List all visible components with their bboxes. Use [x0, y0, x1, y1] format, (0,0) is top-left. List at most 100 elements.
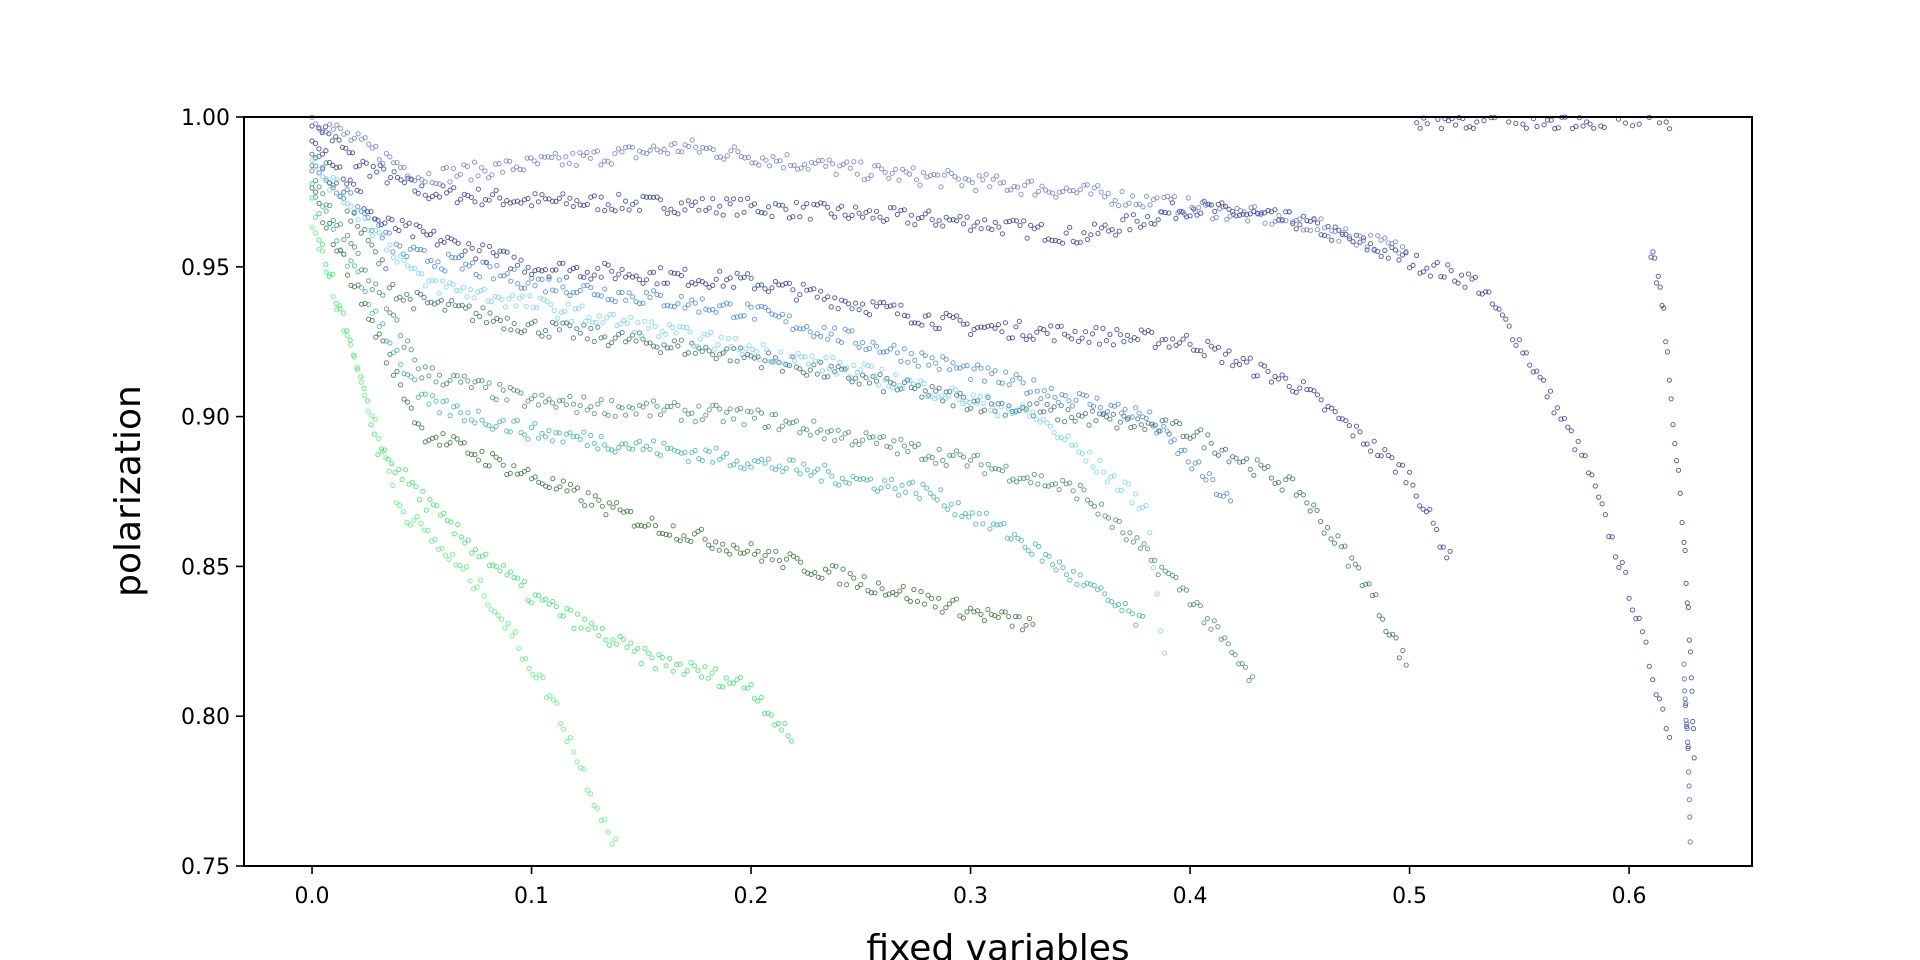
data-point — [381, 166, 387, 172]
data-point — [853, 340, 859, 346]
data-point — [769, 557, 775, 563]
data-point — [835, 427, 841, 433]
data-point — [1682, 703, 1689, 709]
data-point — [606, 642, 613, 648]
x-axis-ticks: 0.0 0.1 0.2 0.3 0.4 0.5 0.6 — [295, 866, 1647, 909]
data-point — [364, 398, 371, 404]
data-point — [356, 163, 362, 169]
series-points — [309, 195, 795, 744]
data-point — [1210, 477, 1216, 483]
data-point — [853, 475, 860, 482]
data-point — [1185, 195, 1191, 201]
data-point — [654, 403, 660, 409]
data-point — [947, 217, 953, 223]
data-point — [444, 381, 450, 387]
data-point — [458, 440, 464, 446]
data-point — [915, 215, 921, 221]
data-point — [1683, 717, 1689, 723]
data-point — [936, 385, 942, 391]
data-point — [454, 200, 460, 206]
data-point — [464, 294, 470, 300]
data-point — [404, 291, 410, 297]
data-point — [529, 275, 535, 281]
data-point — [765, 424, 772, 430]
data-point — [811, 418, 817, 424]
data-point — [1040, 416, 1047, 423]
data-point — [752, 551, 758, 557]
data-point — [663, 663, 669, 669]
data-point — [1215, 344, 1222, 350]
data-point — [657, 197, 664, 203]
data-point — [1069, 403, 1076, 409]
data-point — [1093, 418, 1099, 424]
data-point — [588, 404, 594, 410]
data-point — [880, 349, 887, 355]
data-point — [1009, 410, 1015, 416]
data-point — [493, 396, 499, 403]
data-point — [390, 372, 397, 378]
data-point — [418, 520, 424, 527]
data-point — [1113, 232, 1119, 238]
data-point — [921, 381, 927, 387]
data-point — [323, 225, 329, 231]
data-point — [408, 265, 414, 271]
data-point — [462, 248, 468, 254]
data-point — [784, 152, 790, 158]
data-point — [1434, 259, 1440, 266]
data-point — [577, 402, 583, 409]
data-point — [1329, 237, 1335, 243]
data-point — [596, 497, 602, 503]
data-point — [741, 313, 747, 319]
data-point — [457, 562, 463, 569]
data-point — [940, 315, 946, 321]
data-point — [414, 246, 420, 253]
data-point — [901, 443, 908, 449]
data-point — [316, 237, 322, 243]
data-point — [1523, 125, 1530, 131]
data-point — [542, 196, 549, 202]
data-point — [734, 545, 740, 551]
data-point — [804, 201, 810, 207]
data-point — [458, 379, 464, 385]
data-point — [1599, 501, 1605, 507]
data-point — [765, 307, 772, 313]
data-point — [1044, 401, 1050, 408]
data-point — [1667, 126, 1673, 132]
data-point — [1307, 508, 1313, 514]
data-point — [776, 463, 782, 469]
data-point — [720, 283, 726, 289]
data-point — [1066, 398, 1072, 404]
data-point — [647, 413, 653, 419]
data-point — [1013, 324, 1019, 330]
data-point — [1028, 480, 1034, 486]
data-point — [915, 363, 921, 369]
data-point — [571, 625, 577, 632]
data-point — [1115, 401, 1121, 407]
data-point — [485, 298, 491, 304]
data-point — [1069, 336, 1075, 342]
data-point — [884, 349, 890, 355]
data-point — [583, 318, 589, 324]
data-point — [992, 408, 998, 414]
data-point — [348, 203, 354, 209]
data-point — [535, 330, 542, 336]
data-point — [550, 476, 556, 482]
data-point — [800, 370, 806, 376]
data-point — [415, 421, 421, 427]
data-point — [978, 611, 984, 618]
data-point — [422, 192, 428, 198]
y-tick-label: 0.85 — [181, 555, 230, 580]
data-point — [413, 484, 419, 490]
data-point — [1572, 447, 1578, 453]
data-point — [745, 461, 751, 467]
data-point — [582, 616, 588, 622]
data-point — [783, 319, 789, 325]
data-point — [482, 384, 489, 391]
data-point — [943, 605, 949, 611]
data-point — [1081, 182, 1087, 188]
data-point — [724, 450, 730, 456]
data-point — [577, 287, 583, 294]
data-point — [684, 668, 690, 674]
x-axis-title: fixed variables — [866, 928, 1129, 960]
data-point — [961, 221, 967, 227]
